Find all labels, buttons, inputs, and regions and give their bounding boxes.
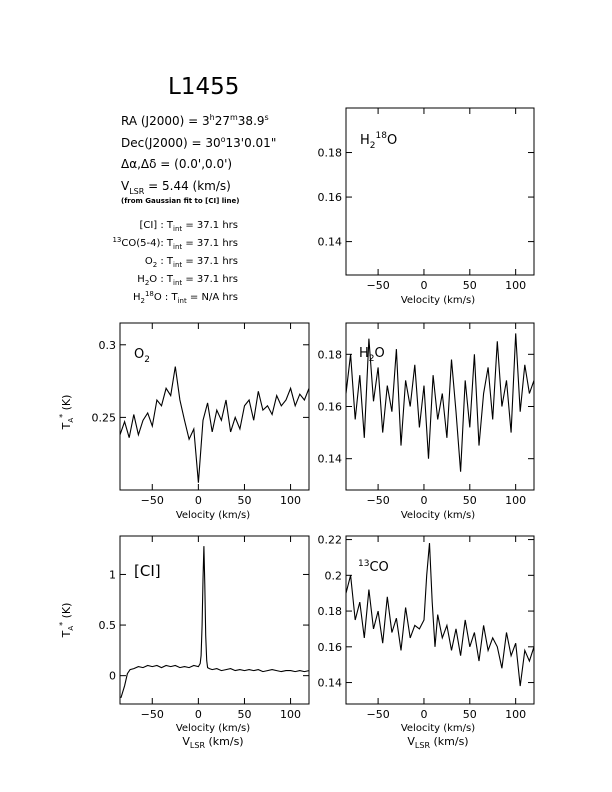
x-tick-label: 0 [420,494,427,507]
x-tick-label: 50 [463,494,477,507]
spectrum-line [345,543,535,687]
species-label-13co: 13CO [358,559,389,575]
y-tick-label: 0.3 [99,339,117,352]
x-tick-label: 50 [237,494,251,507]
x-tick-label: −50 [366,494,389,507]
x-tick-label: 0 [420,279,427,292]
y-tick-label: 0.16 [318,641,343,654]
x-tick-label: 0 [195,708,202,721]
y-tick-label: 0 [109,670,116,683]
species-label-o2: O2 [134,347,150,365]
panel-ci: −50 0 50 100 0 0.5 1 [99,535,310,721]
vlsr-axis-label-ci: VLSR (km/s) [182,735,243,750]
offset-line: Δα,Δδ = (0.0',0.0') [121,157,232,171]
x-tick-label: −50 [366,708,389,721]
plot-frame [119,322,310,491]
spectrum-line [119,366,310,483]
info-block: RA (J2000) = 3h27m38.9s Dec(J2000) = 30o… [112,113,276,305]
plot-frame [345,535,535,705]
x-tick-label: 0 [195,494,202,507]
x-tick-label: −50 [366,279,389,292]
plot-frame [345,107,535,276]
tint-o2: O2 : Tint = 37.1 hrs [145,256,238,269]
spectrum-line [120,546,310,699]
xlabel-ci: Velocity (km/s) [176,723,250,734]
xlabel-o2: Velocity (km/s) [176,510,250,521]
x-tick-label: 0 [420,708,427,721]
y-tick-label: 0.14 [318,677,343,690]
x-tick-label: 100 [280,708,301,721]
ylabel-ci: TA* (K) [58,603,75,639]
vlsr-line: VLSR = 5.44 (km/s) [121,179,231,196]
tint-h218o: H218O : Tint = N/A hrs [133,290,238,305]
y-tick-label: 0.14 [318,236,343,249]
y-tick-label: 0.2 [325,569,343,582]
y-tick-label: 0.16 [318,191,343,204]
species-label-h218o: H218O [360,131,397,151]
ra-line: RA (J2000) = 3h27m38.9s [121,113,269,128]
panel-h2o: −50 0 50 100 0.14 0.16 0.18 [318,322,535,507]
y-tick-label: 0.22 [318,534,343,547]
tint-h2o: H2O : Tint = 37.1 hrs [137,274,238,287]
panel-13co: −50 0 50 100 0.14 0.16 0.18 0.2 0.22 [318,534,535,721]
y-tick-label: 0.18 [318,348,343,361]
y-tick-label: 0.25 [92,411,117,424]
y-tick-label: 0.5 [99,619,117,632]
x-tick-label: 100 [505,494,526,507]
dec-line: Dec(J2000) = 30o13'0.01" [121,135,276,150]
x-tick-label: 100 [505,708,526,721]
panel-h218o: −50 0 50 100 0.14 0.16 0.18 [318,107,535,292]
y-tick-label: 0.18 [318,147,343,160]
spectrum-line [345,333,535,472]
x-tick-label: 100 [280,494,301,507]
x-tick-label: 50 [463,708,477,721]
tint-ci: [CI] : Tint = 37.1 hrs [139,220,238,233]
x-tick-label: −50 [141,708,164,721]
species-label-h2o: H2O [359,346,385,364]
plot-frame [119,535,310,705]
xlabel-13co: Velocity (km/s) [401,723,475,734]
ylabel-o2: TA* (K) [58,395,75,431]
y-tick-label: 0.16 [318,401,343,414]
x-tick-label: 50 [463,279,477,292]
xlabel-h2o: Velocity (km/s) [401,510,475,521]
x-tick-label: 50 [237,708,251,721]
vlsr-note: (from Gaussian fit to [CI] line) [121,197,239,205]
panel-o2: −50 0 50 100 0.25 0.3 [92,322,310,507]
tint-13co: 13CO(5-4): Tint = 37.1 hrs [112,236,238,251]
y-tick-label: 0.18 [318,605,343,618]
vlsr-axis-label-13co: VLSR (km/s) [407,735,468,750]
y-tick-label: 0.14 [318,453,343,466]
x-tick-label: 100 [505,279,526,292]
y-tick-label: 1 [109,568,116,581]
page-title: L1455 [168,74,239,100]
x-tick-label: −50 [141,494,164,507]
species-label-ci: [CI] [134,562,161,580]
xlabel-h218o: Velocity (km/s) [401,295,475,306]
